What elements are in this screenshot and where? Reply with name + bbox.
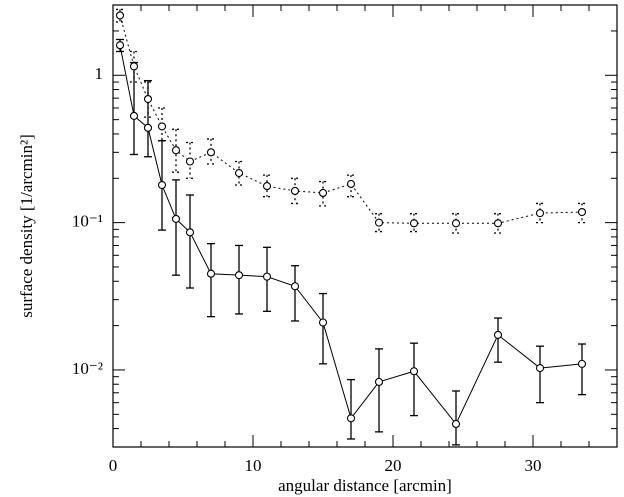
error-bar [375, 213, 383, 233]
data-point [157, 122, 167, 131]
data-point [262, 272, 272, 281]
error-bar [144, 81, 152, 118]
y-tick-label: 10⁻² [72, 359, 103, 378]
error-bar [319, 292, 327, 365]
data-point [185, 157, 195, 166]
error-bar [130, 61, 138, 156]
error-bar [207, 138, 215, 165]
x-tick-label: 0 [109, 456, 118, 475]
data-point [318, 318, 328, 327]
error-bar [452, 390, 460, 446]
data-point [409, 367, 419, 376]
data-point [234, 169, 244, 178]
data-point [115, 11, 125, 20]
data-point [346, 179, 356, 189]
error-bar [410, 342, 418, 417]
error-bar [375, 348, 383, 433]
data-point [206, 148, 216, 157]
data-point [129, 111, 139, 120]
data-point [493, 330, 503, 339]
error-bar [536, 345, 544, 404]
error-bar [578, 202, 586, 224]
data-point [206, 269, 216, 278]
error-bar [452, 213, 460, 234]
error-bar [494, 317, 502, 363]
data-point [577, 207, 587, 217]
data-point [451, 419, 461, 429]
data-point [143, 94, 153, 104]
data-point [171, 214, 181, 223]
data-point [577, 359, 587, 368]
error-bar [578, 343, 586, 396]
error-bar [291, 265, 299, 322]
error-bar [319, 180, 327, 207]
data-point [451, 219, 461, 228]
error-bar [347, 378, 355, 440]
plot-frame [112, 4, 618, 448]
data-point [143, 123, 153, 132]
error-bar [186, 141, 194, 179]
x-tick-label: 30 [525, 456, 542, 475]
x-axis-label: angular distance [arcmin] [278, 476, 452, 495]
series-line [119, 45, 583, 425]
data-point [374, 377, 384, 386]
data-point [115, 41, 125, 50]
y-axis-label: surface density [1/arcmin²] [17, 134, 36, 318]
error-bar [172, 179, 180, 276]
error-bar [207, 242, 215, 318]
data-point [290, 186, 300, 196]
error-bar [291, 177, 299, 205]
error-bar [410, 213, 418, 233]
error-bar [494, 213, 502, 234]
data-point [409, 219, 419, 228]
data-point [171, 146, 181, 155]
data-point [346, 414, 356, 423]
error-bar [536, 202, 544, 224]
y-tick-label: 10⁻¹ [72, 212, 103, 231]
error-bar [235, 244, 243, 315]
x-tick-label: 10 [245, 456, 262, 475]
data-point [290, 282, 300, 291]
data-point [535, 364, 545, 373]
data-point [185, 228, 195, 237]
data-point [234, 271, 244, 280]
error-bar [186, 194, 194, 289]
x-tick-label: 20 [385, 456, 402, 475]
data-point [157, 180, 167, 190]
data-point [535, 209, 545, 218]
data-point [262, 182, 272, 191]
data-point [318, 188, 328, 198]
series-line [119, 15, 583, 224]
data-point [493, 219, 503, 228]
data-point [129, 62, 139, 71]
data-point [374, 218, 384, 227]
y-tick-label: 1 [95, 64, 104, 83]
